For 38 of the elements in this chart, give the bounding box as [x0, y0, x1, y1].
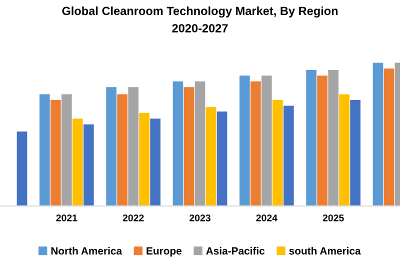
bar: [184, 87, 194, 206]
bar: [72, 118, 83, 206]
bar: [40, 94, 50, 206]
x-tick-label: 2023: [190, 214, 210, 222]
bar: [194, 81, 206, 206]
legend-label: Asia-Pacific: [206, 246, 265, 255]
bar: [50, 100, 61, 206]
legend-label: south America: [289, 246, 361, 255]
bar: [62, 94, 72, 206]
bar: [150, 118, 160, 206]
bar: [117, 94, 128, 206]
bar: [317, 76, 328, 206]
legend-label: North America: [51, 246, 122, 255]
chart-title: Global Cleanroom Technology Market, By Region: [62, 6, 338, 18]
bar: [106, 87, 116, 206]
bar: [128, 87, 138, 206]
bar: [328, 70, 338, 206]
bar: [350, 100, 360, 206]
legend-label: Europe: [146, 247, 182, 257]
bar: [216, 111, 228, 206]
bar: [306, 70, 316, 206]
bar: [172, 81, 184, 206]
bar: [262, 76, 272, 206]
x-tick-label: 2024: [256, 214, 278, 222]
bar: [272, 100, 283, 206]
x-tick-label: 2021: [56, 214, 78, 222]
x-tick-label: 2025: [322, 214, 344, 222]
bar: [372, 62, 384, 206]
x-tick-label: 2022: [122, 214, 144, 222]
bar: [284, 106, 294, 206]
bar: [139, 112, 150, 206]
bar: [16, 131, 28, 206]
chart-subtitle: 2020-2027: [172, 24, 228, 32]
bar: [339, 94, 350, 206]
bar: [206, 107, 216, 206]
bar: [84, 124, 94, 206]
bar: [250, 81, 261, 206]
bar: [240, 76, 250, 206]
